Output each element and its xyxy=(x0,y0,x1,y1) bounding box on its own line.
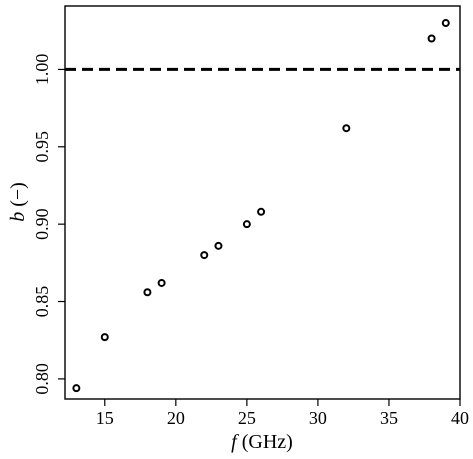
x-tick-label: 35 xyxy=(380,408,398,428)
data-point xyxy=(242,220,251,229)
x-tick-label: 30 xyxy=(309,408,327,428)
x-tick-label: 15 xyxy=(96,408,114,428)
y-tick-label: 0.90 xyxy=(32,208,52,240)
plot-frame xyxy=(64,5,461,400)
data-point xyxy=(427,34,436,43)
x-tick-label: 20 xyxy=(167,408,185,428)
y-axis-label: b (−) xyxy=(7,182,29,222)
y-tick-label: 0.95 xyxy=(32,131,52,163)
data-point xyxy=(143,288,152,297)
x-tick-label: 25 xyxy=(238,408,256,428)
x-tick-label: 40 xyxy=(451,408,469,428)
data-point xyxy=(257,207,266,216)
data-point xyxy=(200,251,209,260)
data-point xyxy=(72,384,81,393)
y-tick-label: 0.85 xyxy=(32,286,52,318)
data-point xyxy=(441,19,450,28)
data-point xyxy=(342,124,351,133)
y-tick-label: 0.80 xyxy=(32,363,52,395)
data-point xyxy=(157,278,166,287)
data-point xyxy=(100,333,109,342)
x-axis-label: f (GHz) xyxy=(231,431,293,453)
data-point xyxy=(214,241,223,250)
y-tick-label: 1.00 xyxy=(32,54,52,86)
